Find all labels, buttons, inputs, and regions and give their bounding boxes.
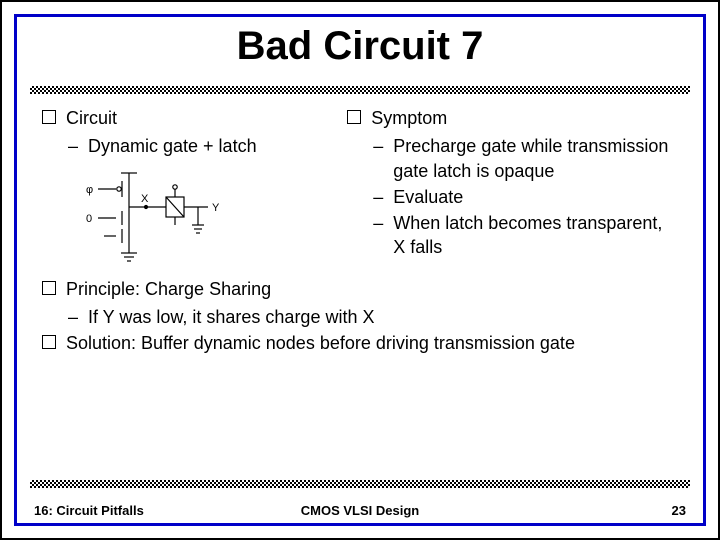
left-column: Circuit Dynamic gate + latch bbox=[42, 106, 347, 277]
bullet-symptom-3: When latch becomes transparent, X falls bbox=[347, 211, 678, 260]
y-label: Y bbox=[212, 202, 220, 214]
bullet-symptom: Symptom bbox=[347, 106, 678, 130]
x-label: X bbox=[141, 193, 149, 205]
footer: 16: Circuit Pitfalls CMOS VLSI Design 23 bbox=[34, 503, 686, 518]
circuit-diagram: φ X 0 bbox=[66, 167, 246, 277]
bullet-circuit: Circuit bbox=[42, 106, 347, 130]
phi-label: φ bbox=[86, 184, 93, 196]
right-column: Symptom Precharge gate while transmissio… bbox=[347, 106, 678, 277]
content-area: Circuit Dynamic gate + latch bbox=[42, 106, 678, 472]
bullet-circuit-sub: Dynamic gate + latch bbox=[42, 134, 347, 158]
slide: Bad Circuit 7 Circuit Dynamic gate + lat… bbox=[0, 0, 720, 540]
footer-center: CMOS VLSI Design bbox=[34, 503, 686, 518]
bullet-principle: Principle: Charge Sharing bbox=[42, 277, 678, 301]
bullet-principle-sub: If Y was low, it shares charge with X bbox=[42, 305, 678, 329]
slide-title: Bad Circuit 7 bbox=[2, 24, 718, 69]
two-columns: Circuit Dynamic gate + latch bbox=[42, 106, 678, 277]
bullet-solution: Solution: Buffer dynamic nodes before dr… bbox=[42, 331, 678, 355]
divider-bottom bbox=[30, 480, 690, 488]
full-width-bullets: Principle: Charge Sharing If Y was low, … bbox=[42, 277, 678, 356]
bullet-symptom-1: Precharge gate while transmission gate l… bbox=[347, 134, 678, 183]
divider-top bbox=[30, 86, 690, 94]
zero-label: 0 bbox=[86, 213, 92, 225]
bullet-symptom-2: Evaluate bbox=[347, 185, 678, 209]
